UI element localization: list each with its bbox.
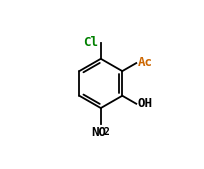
Text: Cl: Cl bbox=[83, 36, 98, 49]
Text: 2: 2 bbox=[103, 127, 109, 137]
Text: NO: NO bbox=[91, 126, 105, 139]
Text: OH: OH bbox=[137, 97, 152, 110]
Text: Ac: Ac bbox=[137, 56, 152, 69]
